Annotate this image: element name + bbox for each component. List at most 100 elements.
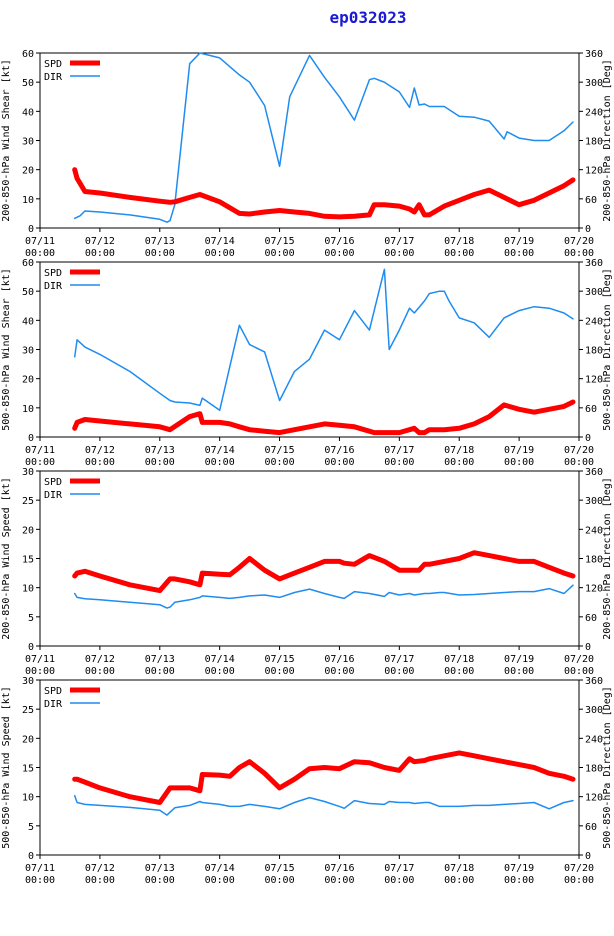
x-tick-label: 00:00: [324, 457, 354, 468]
x-tick-label: 07/15: [265, 654, 295, 665]
left-tick-label: 20: [22, 375, 34, 386]
left-tick-label: 20: [22, 525, 34, 536]
x-tick-label: 00:00: [85, 875, 115, 886]
legend-spd-label: SPD: [44, 477, 62, 488]
left-tick-label: 30: [22, 137, 34, 148]
spd-series-line: [72, 399, 576, 436]
left-tick-label: 30: [22, 346, 34, 357]
x-tick-label: 07/14: [205, 445, 235, 456]
x-tick-label: 07/20: [564, 863, 594, 874]
left-tick-label: 5: [28, 822, 34, 833]
right-tick-label: 60: [585, 195, 597, 206]
x-tick-label: 00:00: [564, 248, 594, 259]
x-tick-label: 07/17: [384, 236, 414, 247]
dir-series-line: [73, 268, 574, 412]
x-tick-label: 07/17: [384, 654, 414, 665]
right-tick-label: 300: [585, 287, 603, 298]
right-tick-label: 0: [585, 433, 591, 444]
left-tick-label: 60: [22, 49, 34, 60]
x-tick-label: 07/11: [25, 654, 55, 665]
x-tick-label: 00:00: [504, 875, 534, 886]
x-tick-label: 07/19: [504, 236, 534, 247]
right-tick-label: 120: [585, 584, 603, 595]
x-tick-label: 07/16: [324, 654, 354, 665]
x-tick-label: 00:00: [85, 666, 115, 677]
left-tick-label: 10: [22, 793, 34, 804]
y-axis-label-right: 200-850-hPa Direction [Deg]: [602, 59, 613, 222]
x-tick-label: 07/13: [145, 654, 175, 665]
right-tick-label: 0: [585, 851, 591, 862]
right-tick-label: 300: [585, 496, 603, 507]
x-tick-label: 00:00: [265, 875, 295, 886]
right-tick-label: 120: [585, 793, 603, 804]
x-tick-label: 07/12: [85, 863, 115, 874]
x-tick-label: 00:00: [384, 666, 414, 677]
x-tick-label: 07/18: [444, 445, 474, 456]
x-tick-label: 07/16: [324, 863, 354, 874]
chart-title: ep032023: [329, 8, 407, 27]
x-tick-label: 07/11: [25, 236, 55, 247]
legend-dir-label: DIR: [44, 490, 63, 501]
right-tick-label: 360: [585, 49, 603, 60]
right-tick-label: 180: [585, 764, 603, 775]
left-tick-label: 15: [22, 764, 34, 775]
dir-series-line: [73, 52, 574, 223]
left-tick-label: 10: [22, 584, 34, 595]
left-tick-label: 20: [22, 734, 34, 745]
x-tick-label: 00:00: [444, 457, 474, 468]
y-axis-label-right: 500-850-hPa Direction [Deg]: [602, 686, 613, 849]
spd-series-line: [72, 750, 576, 805]
x-tick-label: 00:00: [324, 666, 354, 677]
x-tick-label: 07/19: [504, 863, 534, 874]
x-tick-label: 07/13: [145, 445, 175, 456]
x-tick-label: 00:00: [324, 248, 354, 259]
x-tick-label: 00:00: [504, 666, 534, 677]
y-axis-label-left: 200-850-hPa Wind Shear [kt]: [1, 59, 12, 222]
spd-series-line: [72, 550, 576, 594]
right-tick-label: 60: [585, 404, 597, 415]
spd-series-line: [72, 167, 576, 220]
left-tick-label: 10: [22, 404, 34, 415]
x-tick-label: 00:00: [265, 457, 295, 468]
x-tick-label: 00:00: [25, 875, 55, 886]
x-tick-label: 00:00: [384, 875, 414, 886]
left-tick-label: 50: [22, 287, 34, 298]
x-tick-label: 07/18: [444, 863, 474, 874]
x-tick-label: 00:00: [564, 666, 594, 677]
left-tick-label: 10: [22, 195, 34, 206]
right-tick-label: 360: [585, 258, 603, 269]
left-tick-label: 30: [22, 676, 34, 687]
x-tick-label: 00:00: [85, 248, 115, 259]
x-tick-label: 07/12: [85, 445, 115, 456]
x-tick-label: 07/18: [444, 236, 474, 247]
x-tick-label: 07/11: [25, 445, 55, 456]
right-tick-label: 240: [585, 525, 603, 536]
left-tick-label: 25: [22, 496, 34, 507]
x-tick-label: 00:00: [205, 875, 235, 886]
right-tick-label: 240: [585, 316, 603, 327]
x-tick-label: 00:00: [265, 248, 295, 259]
right-tick-label: 0: [585, 642, 591, 653]
x-tick-label: 07/13: [145, 863, 175, 874]
right-tick-label: 360: [585, 676, 603, 687]
x-tick-label: 00:00: [265, 666, 295, 677]
x-tick-label: 07/11: [25, 863, 55, 874]
legend-dir-label: DIR: [44, 699, 63, 710]
x-tick-label: 07/20: [564, 654, 594, 665]
legend-dir-label: DIR: [44, 72, 63, 83]
x-tick-label: 07/17: [384, 863, 414, 874]
left-tick-label: 0: [28, 224, 34, 235]
x-tick-label: 07/14: [205, 654, 235, 665]
x-tick-label: 00:00: [205, 248, 235, 259]
x-tick-label: 00:00: [504, 248, 534, 259]
dir-series-line: [73, 584, 574, 609]
right-tick-label: 360: [585, 467, 603, 478]
x-tick-label: 00:00: [145, 875, 175, 886]
right-tick-label: 240: [585, 734, 603, 745]
x-tick-label: 00:00: [504, 457, 534, 468]
right-tick-label: 180: [585, 137, 603, 148]
x-tick-label: 07/15: [265, 445, 295, 456]
x-tick-label: 07/16: [324, 236, 354, 247]
right-tick-label: 0: [585, 224, 591, 235]
right-tick-label: 120: [585, 375, 603, 386]
